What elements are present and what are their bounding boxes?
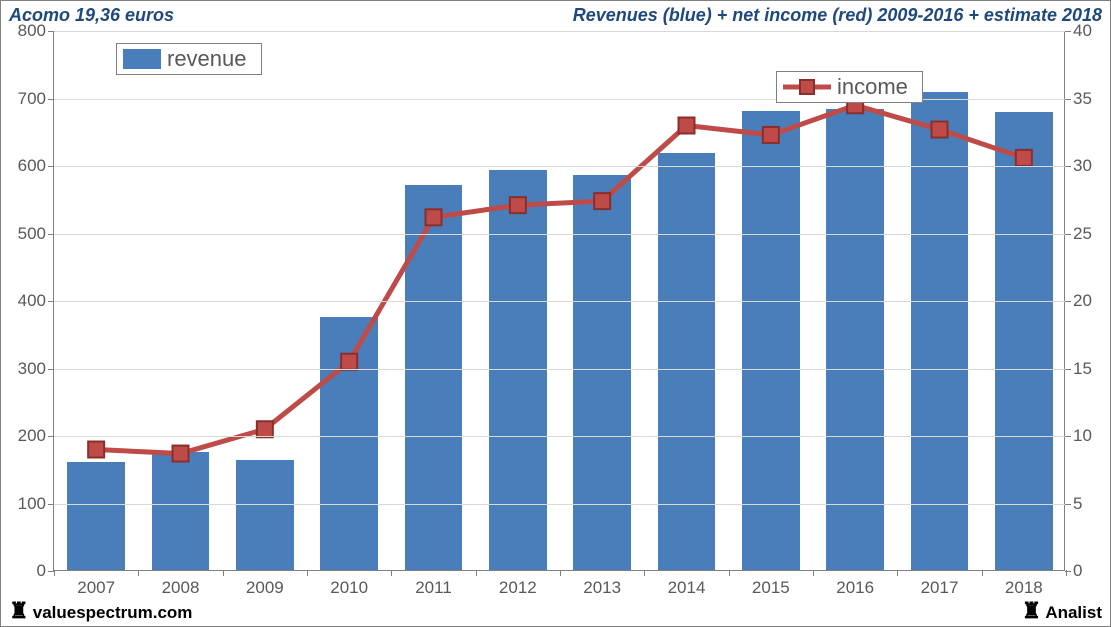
bar (405, 185, 462, 570)
x-tick: 2010 (330, 578, 368, 598)
x-tick: 2014 (668, 578, 706, 598)
footer-left: ♜valuespectrum.com (9, 600, 192, 623)
legend-income: income (776, 71, 923, 103)
y-right-tick: 0 (1073, 561, 1082, 581)
y-right-tick: 15 (1073, 359, 1092, 379)
x-tick: 2009 (246, 578, 284, 598)
bar (911, 92, 968, 570)
bar (658, 153, 715, 570)
legend-bar-swatch (123, 49, 161, 69)
y-left-tick: 400 (18, 291, 46, 311)
title-right: Revenues (blue) + net income (red) 2009-… (573, 5, 1102, 26)
footer-right: ♜Analist (1022, 600, 1102, 623)
y-right-tick: 25 (1073, 224, 1092, 244)
legend-revenue: revenue (116, 43, 262, 75)
bar (995, 112, 1052, 570)
y-right-tick: 20 (1073, 291, 1092, 311)
y-right-tick: 35 (1073, 89, 1092, 109)
bar (152, 452, 209, 570)
y-left-tick: 0 (37, 561, 46, 581)
y-left-tick: 700 (18, 89, 46, 109)
rook-icon: ♜ (9, 598, 29, 623)
plot-area: 0100200300400500600700800051015202530354… (53, 31, 1065, 571)
header: Acomo 19,36 euros Revenues (blue) + net … (9, 3, 1102, 27)
x-tick: 2018 (1005, 578, 1043, 598)
legend-income-label: income (837, 74, 908, 100)
x-tick: 2016 (836, 578, 874, 598)
bar (826, 109, 883, 570)
footer-left-text: valuespectrum.com (33, 603, 193, 622)
y-right-tick: 5 (1073, 494, 1082, 514)
gridline (54, 436, 1065, 437)
y-left-tick: 100 (18, 494, 46, 514)
gridline (54, 504, 1065, 505)
gridline (54, 31, 1065, 32)
footer-right-text: Analist (1045, 603, 1102, 622)
x-tick: 2013 (583, 578, 621, 598)
legend-line-swatch (783, 75, 831, 99)
bar (489, 170, 546, 570)
x-tick: 2011 (415, 578, 452, 598)
x-tick: 2008 (162, 578, 200, 598)
x-tick: 2007 (77, 578, 115, 598)
x-tick: 2015 (752, 578, 790, 598)
gridline (54, 234, 1065, 235)
y-left-tick: 500 (18, 224, 46, 244)
bar (742, 111, 799, 570)
y-left-tick: 800 (18, 21, 46, 41)
legend-revenue-label: revenue (167, 46, 247, 72)
bar (67, 462, 124, 570)
gridline (54, 369, 1065, 370)
y-left-tick: 200 (18, 426, 46, 446)
y-right-tick: 10 (1073, 426, 1092, 446)
y-right-tick: 30 (1073, 156, 1092, 176)
chart-frame: Acomo 19,36 euros Revenues (blue) + net … (0, 0, 1111, 627)
x-tick: 2012 (499, 578, 537, 598)
rook-icon: ♜ (1022, 598, 1042, 623)
bar (236, 460, 293, 570)
footer: ♜valuespectrum.com ♜Analist (9, 600, 1102, 623)
bar (320, 317, 377, 570)
y-left-tick: 600 (18, 156, 46, 176)
x-tick: 2017 (921, 578, 959, 598)
gridline (54, 301, 1065, 302)
gridline (54, 166, 1065, 167)
y-right-tick: 40 (1073, 21, 1092, 41)
y-left-tick: 300 (18, 359, 46, 379)
